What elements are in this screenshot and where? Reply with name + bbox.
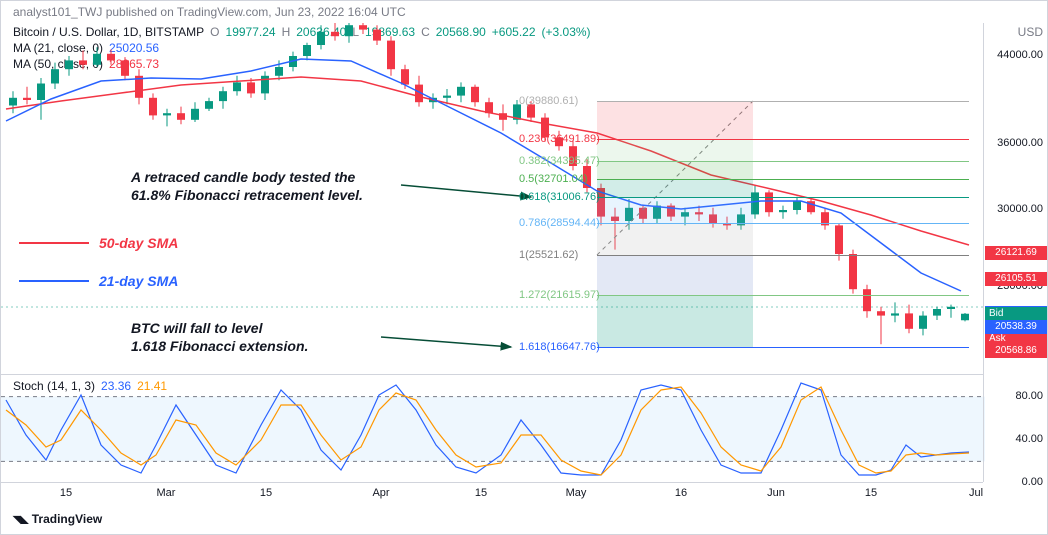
time-tick: 15 — [260, 487, 272, 499]
fib-line — [597, 295, 969, 296]
fib-line — [597, 161, 969, 162]
price-tag: 20538.39 — [985, 320, 1047, 334]
fib-label: 0.786(28594.44) — [519, 217, 600, 229]
fib-line — [597, 101, 969, 102]
y-tick: 36000.00 — [997, 137, 1043, 149]
fib-label: 0.5(32701.04) — [519, 173, 588, 185]
fib-zone — [597, 179, 753, 197]
time-tick: Jun — [767, 487, 785, 499]
arrow-2 — [379, 331, 519, 355]
y-tick: 44000.00 — [997, 49, 1043, 61]
price-tag: 26121.69 — [985, 246, 1047, 260]
fib-line — [597, 179, 969, 180]
fib-line — [597, 139, 969, 140]
sma50-annotation: 50-day SMA — [19, 235, 178, 251]
time-axis: 15 Mar 15 Apr 15 May 16 Jun 15 Jul — [1, 483, 983, 513]
time-tick: 15 — [60, 487, 72, 499]
fib-line — [597, 347, 969, 348]
stoch-y-tick: 80.00 — [1015, 390, 1043, 402]
time-tick: Apr — [372, 487, 389, 499]
price-chart[interactable]: 50-day SMA 21-day SMA A retraced candle … — [1, 23, 983, 375]
fib-line — [597, 197, 969, 198]
fib-label: 0.382(34395.47) — [519, 155, 600, 167]
fib-zone — [597, 295, 753, 347]
sma21-sample-line — [19, 280, 89, 282]
fib-zone — [597, 197, 753, 223]
sma21-text: 21-day SMA — [99, 273, 178, 289]
annotation-2-line2: 1.618 Fibonacci extension. — [131, 337, 308, 355]
y-tick: 30000.00 — [997, 203, 1043, 215]
fib-zone — [597, 223, 753, 255]
publish-header: analyst101_TWJ published on TradingView.… — [13, 5, 406, 19]
fib-zone — [597, 161, 753, 179]
time-tick: 16 — [675, 487, 687, 499]
watermark-text: TradingView — [32, 512, 102, 526]
annotation-2: BTC will fall to level 1.618 Fibonacci e… — [131, 319, 308, 355]
time-tick: 15 — [865, 487, 877, 499]
annotation-2-line1: BTC will fall to level — [131, 319, 308, 337]
sma21-annotation: 21-day SMA — [19, 273, 178, 289]
time-tick: 15 — [475, 487, 487, 499]
fib-label: 0(39880.61) — [519, 95, 578, 107]
y-axis: USD 44000.0036000.0030000.0023000.002612… — [983, 23, 1047, 482]
annotation-1-line2: 61.8% Fibonacci retracement level. — [131, 186, 363, 204]
time-tick: Mar — [157, 487, 176, 499]
fib-label: 1.272(21615.97) — [519, 289, 600, 301]
annotation-1-line1: A retraced candle body tested the — [131, 168, 363, 186]
fib-zone — [597, 255, 753, 295]
sma50-text: 50-day SMA — [99, 235, 178, 251]
fib-zone — [597, 139, 753, 161]
fib-zone — [597, 101, 753, 139]
time-tick: May — [566, 487, 587, 499]
tv-icon: ◥◣ — [13, 514, 28, 525]
y-axis-title: USD — [1018, 25, 1043, 39]
tradingview-watermark: ◥◣ TradingView — [13, 512, 102, 526]
stoch-y-tick: 40.00 — [1015, 433, 1043, 445]
time-tick: Jul — [969, 487, 983, 499]
arrow-1 — [399, 175, 539, 205]
fib-line — [597, 223, 969, 224]
fib-label: 1(25521.62) — [519, 249, 578, 261]
price-tag: Ask20568.86 — [985, 332, 1047, 358]
fib-label: 1.618(16647.76) — [519, 341, 600, 353]
stoch-y-tick: 0.00 — [1022, 476, 1043, 488]
fib-line — [597, 255, 969, 256]
fib-label: 0.618(31006.76) — [519, 191, 600, 203]
fib-label: 0.236(36491.89) — [519, 133, 600, 145]
sma50-sample-line — [19, 242, 89, 244]
price-tag: 26105.51 — [985, 272, 1047, 286]
stoch-chart[interactable]: Stoch (14, 1, 3) 23.36 21.41 — [1, 375, 983, 483]
annotation-1: A retraced candle body tested the 61.8% … — [131, 168, 363, 204]
